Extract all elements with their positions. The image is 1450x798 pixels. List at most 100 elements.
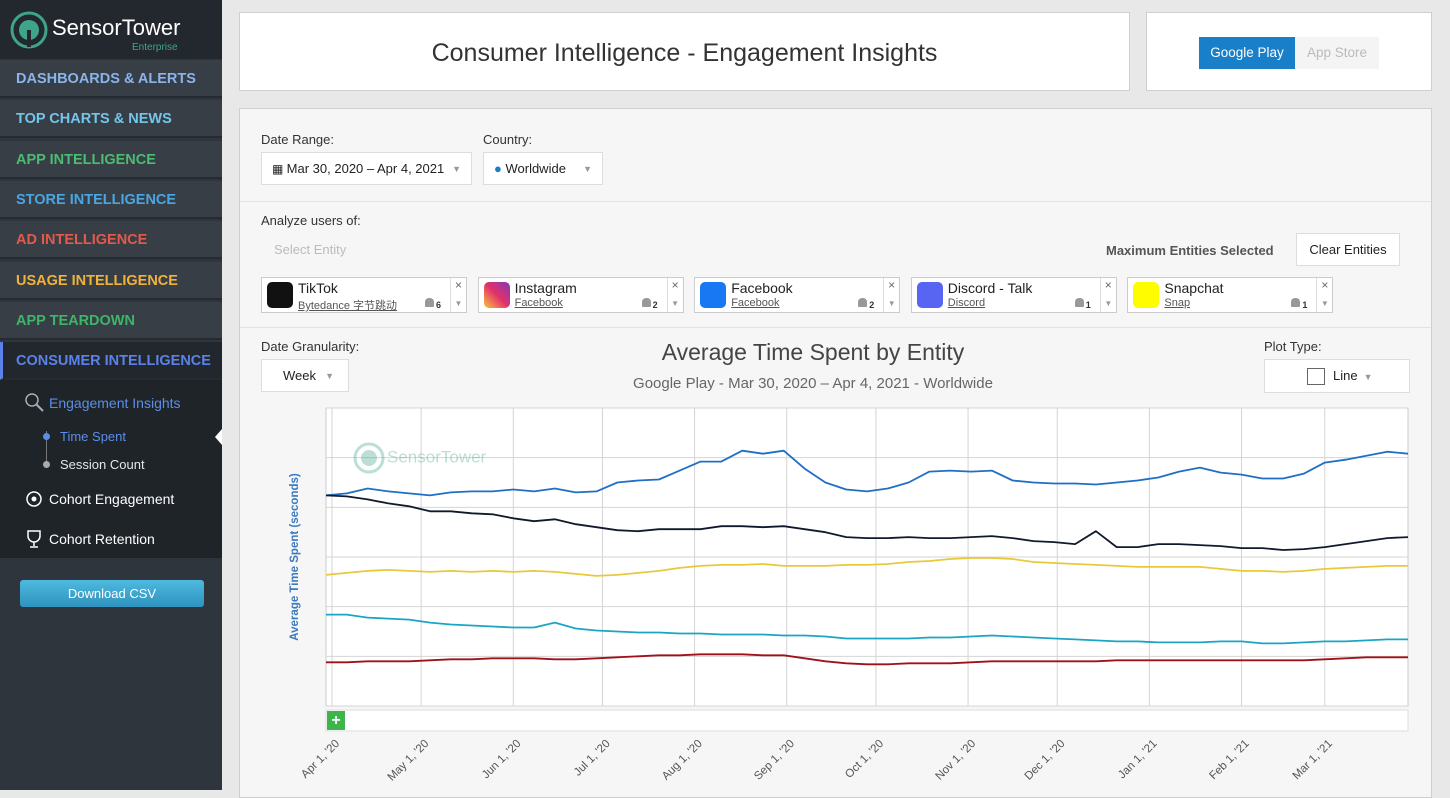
max-entities: Maximum Entities Selected [1106, 243, 1274, 258]
submenu-subitem[interactable]: Time Spent [60, 429, 126, 444]
header-box: Consumer Intelligence - Engagement Insig… [239, 12, 1130, 91]
expand-button[interactable]: ▼ [883, 295, 899, 312]
entity-icon [483, 282, 510, 308]
label: Country: [483, 132, 533, 147]
date-range-dropdown[interactable]: ▦ Mar 30, 2020 – Apr 4, 2021 ▼ [261, 152, 472, 185]
entity-name: Instagram [514, 280, 577, 296]
caret: ▼ [325, 371, 334, 381]
line-icon [1307, 368, 1325, 385]
download-button[interactable]: Download CSV [20, 580, 204, 607]
expand-button[interactable]: ▼ [450, 295, 466, 312]
country: Worldwide [505, 161, 566, 176]
entity-count: 6 [436, 300, 442, 310]
nav-item[interactable]: TOP CHARTS & NEWS [0, 100, 222, 139]
divider [240, 327, 1431, 328]
x-tick-label: Nov 1, '20 [933, 738, 978, 783]
store-toggle[interactable]: App Store [1295, 37, 1379, 69]
entity-icon [916, 282, 943, 308]
x-tick-label: Jan 1, '21 [1116, 738, 1159, 781]
retention-icon [27, 530, 41, 548]
x-tick-label: Aug 1, '20 [660, 738, 705, 783]
store-box: Google Play App Store [1146, 12, 1432, 91]
submenu-subitem[interactable]: Session Count [60, 457, 145, 472]
nav-item[interactable]: APP INTELLIGENCE [0, 140, 222, 179]
add-event-icon: + [331, 712, 340, 729]
x-tick-label: Jul 1, '20 [572, 738, 613, 779]
cohort-icon [26, 491, 42, 507]
entity-count: 2 [652, 300, 658, 310]
chart-subtitle: Google Play - Mar 30, 2020 – Apr 4, 2021… [633, 375, 993, 392]
plot-type-dropdown[interactable]: Line ▼ [1264, 359, 1410, 393]
nav-item[interactable]: APP TEARDOWN [0, 301, 222, 340]
entity-chip[interactable]: Facebook Facebook 2 × ▼ [694, 277, 901, 313]
divider [240, 201, 1431, 202]
remove-button[interactable]: × [450, 278, 466, 295]
watermark-icon [361, 450, 377, 466]
sidebar: SensorTower Enterprise DASHBOARDS & ALER… [0, 0, 222, 790]
engagement-icon [25, 393, 44, 412]
x-tick-label: Jun 1, '20 [480, 738, 523, 781]
submenu [0, 380, 222, 558]
series-line [325, 449, 1409, 497]
logo-text: SensorTower [52, 15, 181, 40]
tree-dot [43, 461, 50, 468]
select-entity[interactable]: Select Entity [274, 242, 347, 257]
entity-icon [1133, 282, 1160, 308]
clear-button[interactable]: Clear Entities [1296, 233, 1400, 266]
remove-button[interactable]: × [1099, 278, 1116, 295]
logo-area: SensorTower Enterprise [0, 0, 222, 59]
entity-name: Facebook [731, 280, 793, 296]
expand-button[interactable]: ▼ [1316, 295, 1332, 312]
nav-item[interactable]: AD INTELLIGENCE [0, 221, 222, 260]
remove-button[interactable]: × [883, 278, 899, 295]
entity-chip[interactable]: Snapchat Snap 1 × ▼ [1127, 277, 1334, 313]
plot-type: Line [1333, 368, 1358, 383]
remove-button[interactable]: × [1316, 278, 1332, 295]
globe-icon: ● [494, 161, 506, 176]
nav-item[interactable]: DASHBOARDS & ALERTS [0, 60, 222, 98]
entity-count: 2 [869, 300, 875, 310]
page-title: Consumer Intelligence - Engagement Insig… [431, 39, 938, 67]
series-line [326, 613, 1408, 645]
granularity-dropdown[interactable]: Week ▼ [261, 359, 349, 392]
x-tick-label: Feb 1, '21 [1207, 738, 1251, 782]
granularity: Week [283, 368, 316, 383]
calendar-icon: ▦ [272, 162, 287, 176]
date-range: Mar 30, 2020 – Apr 4, 2021 [286, 161, 445, 176]
expand-button[interactable]: ▼ [666, 295, 683, 312]
label: Analyze users of: [261, 213, 361, 228]
chart-title: Average Time Spent by Entity [662, 339, 965, 365]
caret: ▼ [583, 164, 592, 174]
tree-dot [43, 433, 50, 440]
entity-chip[interactable]: Discord - Talk Discord 1 × ▼ [910, 277, 1117, 313]
event-strip [325, 709, 1409, 732]
nav-item[interactable]: CONSUMER INTELLIGENCE [0, 342, 222, 381]
watermark: SensorTower [353, 442, 487, 474]
entity-chip[interactable]: TikTok Bytedance 字节跳动 6 × ▼ [261, 277, 467, 313]
submenu-item[interactable]: Cohort Engagement [49, 491, 175, 507]
series-line [326, 653, 1408, 666]
nav-item[interactable]: STORE INTELLIGENCE [0, 180, 222, 219]
entity-count: 1 [1085, 300, 1091, 310]
submenu-item[interactable]: Cohort Retention [49, 531, 155, 547]
store-toggle-active[interactable]: Google Play [1199, 37, 1295, 69]
y-axis-label: Average Time Spent (seconds) [289, 473, 301, 641]
expand-button[interactable]: ▼ [1099, 295, 1116, 312]
country-dropdown[interactable]: ● Worldwide ▼ [483, 152, 603, 185]
entity-icon [700, 282, 727, 308]
add-event-button[interactable] [327, 711, 345, 730]
x-tick-label: Sep 1, '20 [752, 738, 797, 783]
entity-publisher: Bytedance 字节跳动 [298, 300, 398, 312]
nav-item[interactable]: USAGE INTELLIGENCE [0, 261, 222, 300]
entity-name: Discord - Talk [947, 280, 1033, 296]
caret: ▼ [452, 164, 461, 174]
logo-sub: Enterprise [132, 42, 178, 53]
remove-button[interactable]: × [666, 278, 683, 295]
x-tick-label: Apr 1, '20 [299, 738, 342, 781]
submenu-item[interactable]: Engagement Insights [49, 395, 181, 411]
entity-count: 1 [1302, 300, 1308, 310]
entity-chip[interactable]: Instagram Facebook 2 × ▼ [477, 277, 684, 313]
entity-publisher: Facebook [514, 297, 563, 309]
